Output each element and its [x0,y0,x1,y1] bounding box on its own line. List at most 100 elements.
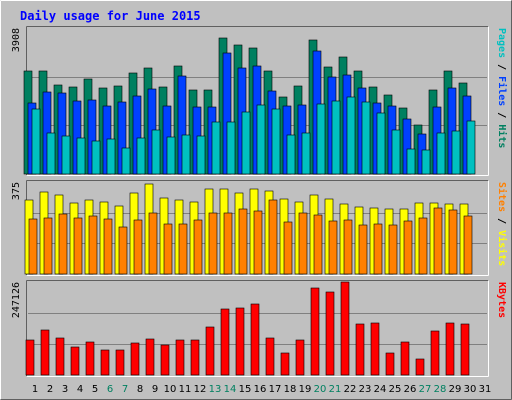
bar-sites-day-11 [178,223,188,275]
bar-pages-day-28 [436,132,446,175]
bar-pages-day-10 [166,136,176,175]
x-label-day-25: 25 [389,384,402,395]
bar-pages-day-29 [451,130,461,175]
bar-kbytes-day-7 [115,349,125,376]
bar-pages-day-19 [301,132,311,175]
bar-kbytes-day-21 [325,291,335,376]
bar-kbytes-day-20 [310,287,320,376]
bar-pages-day-16 [256,104,266,175]
bar-pages-day-25 [391,129,401,175]
right-series-labels: Pages / Files / Hits [496,28,508,148]
bar-kbytes-day-19 [295,339,305,376]
bar-sites-day-8 [133,219,143,275]
bar-sites-day-3 [58,213,68,275]
right-label-1: / [496,212,507,230]
y-max-label: 247126 [11,282,22,318]
bar-sites-day-25 [388,224,398,275]
bar-kbytes-day-30 [460,323,470,376]
bar-kbytes-day-28 [430,330,440,376]
bar-sites-day-20 [313,214,323,275]
bar-sites-day-2 [43,217,53,275]
bar-kbytes-day-29 [445,322,455,376]
right-label-0: Pages [496,28,507,58]
bar-sites-day-18 [283,221,293,275]
series-pages [31,96,476,175]
bar-kbytes-day-14 [220,308,230,376]
bar-sites-day-7 [118,226,128,275]
right-label-0: Sites [496,182,508,212]
bar-kbytes-day-11 [175,339,185,376]
x-label-day-29: 29 [449,384,462,395]
x-label-day-3: 3 [62,384,68,395]
x-label-day-11: 11 [179,384,192,395]
x-label-day-31: 31 [479,384,492,395]
right-label-3: / [496,106,507,124]
bar-pages-day-23 [361,101,371,175]
bar-sites-day-26 [403,220,413,275]
x-label-day-30: 30 [464,384,477,395]
bar-sites-day-23 [358,224,368,275]
bar-sites-day-5 [88,215,98,275]
right-label-2: Files [496,76,508,106]
bar-pages-day-18 [286,134,296,175]
bar-kbytes-day-10 [160,344,170,376]
bar-kbytes-day-24 [370,322,380,376]
x-label-day-9: 9 [152,384,158,395]
bar-pages-day-1 [31,108,41,175]
x-label-day-26: 26 [404,384,417,395]
bar-kbytes-day-16 [250,303,260,376]
right-label-0: KBytes [496,282,507,318]
bar-kbytes-day-8 [130,342,140,376]
bar-pages-day-7 [121,147,131,175]
bar-pages-day-6 [106,138,116,175]
bar-sites-day-24 [373,223,383,275]
panel-1: 3908 Pages / Files / Hits [11,26,508,176]
x-label-day-28: 28 [434,384,447,395]
bar-pages-day-11 [181,134,191,175]
bar-kbytes-day-25 [385,352,395,376]
bar-kbytes-day-17 [265,337,275,376]
bar-sites-day-22 [343,219,353,275]
bar-sites-day-15 [238,208,248,275]
bar-pages-day-14 [226,121,236,175]
bar-sites-day-29 [448,209,458,275]
bar-pages-day-12 [196,135,206,175]
x-label-day-17: 17 [269,384,282,395]
x-axis-labels: 1 2 3 4 5 6 7 8 9 10 11 12 13 14 15 16 17 18 19 20 21 22 23 24 2… [32,384,492,395]
bar-sites-day-12 [193,219,203,275]
x-label-day-16: 16 [254,384,267,395]
bar-kbytes-day-3 [55,337,65,376]
x-label-day-14: 14 [224,384,237,395]
bar-kbytes-day-27 [415,358,425,376]
bar-kbytes-day-5 [85,341,95,376]
bar-sites-day-28 [433,207,443,275]
bar-sites-day-19 [298,212,308,275]
bar-sites-day-1 [28,218,38,275]
bar-pages-day-2 [46,132,56,175]
right-label-2: Visits [496,230,508,266]
bar-sites-day-9 [148,212,158,275]
x-label-day-20: 20 [314,384,327,395]
bar-sites-day-17 [268,199,278,275]
bar-pages-day-21 [331,100,341,175]
bar-pages-day-13 [211,121,221,175]
x-label-day-13: 13 [209,384,222,395]
x-label-day-12: 12 [194,384,207,395]
bar-sites-day-4 [73,217,83,275]
right-series-labels: KBytes [496,282,507,318]
x-label-day-18: 18 [284,384,297,395]
bar-pages-day-8 [136,137,146,175]
series-sites [28,199,473,275]
x-label-day-1: 1 [32,384,38,395]
x-label-day-4: 4 [77,384,83,395]
bar-sites-day-10 [163,223,173,275]
bar-kbytes-day-1 [25,339,35,376]
x-label-day-27: 27 [419,384,432,395]
y-max-label: 3908 [11,28,22,52]
x-label-day-19: 19 [299,384,312,395]
bar-kbytes-day-6 [100,349,110,376]
y-max-label: 375 [11,182,22,200]
x-label-day-21: 21 [329,384,342,395]
